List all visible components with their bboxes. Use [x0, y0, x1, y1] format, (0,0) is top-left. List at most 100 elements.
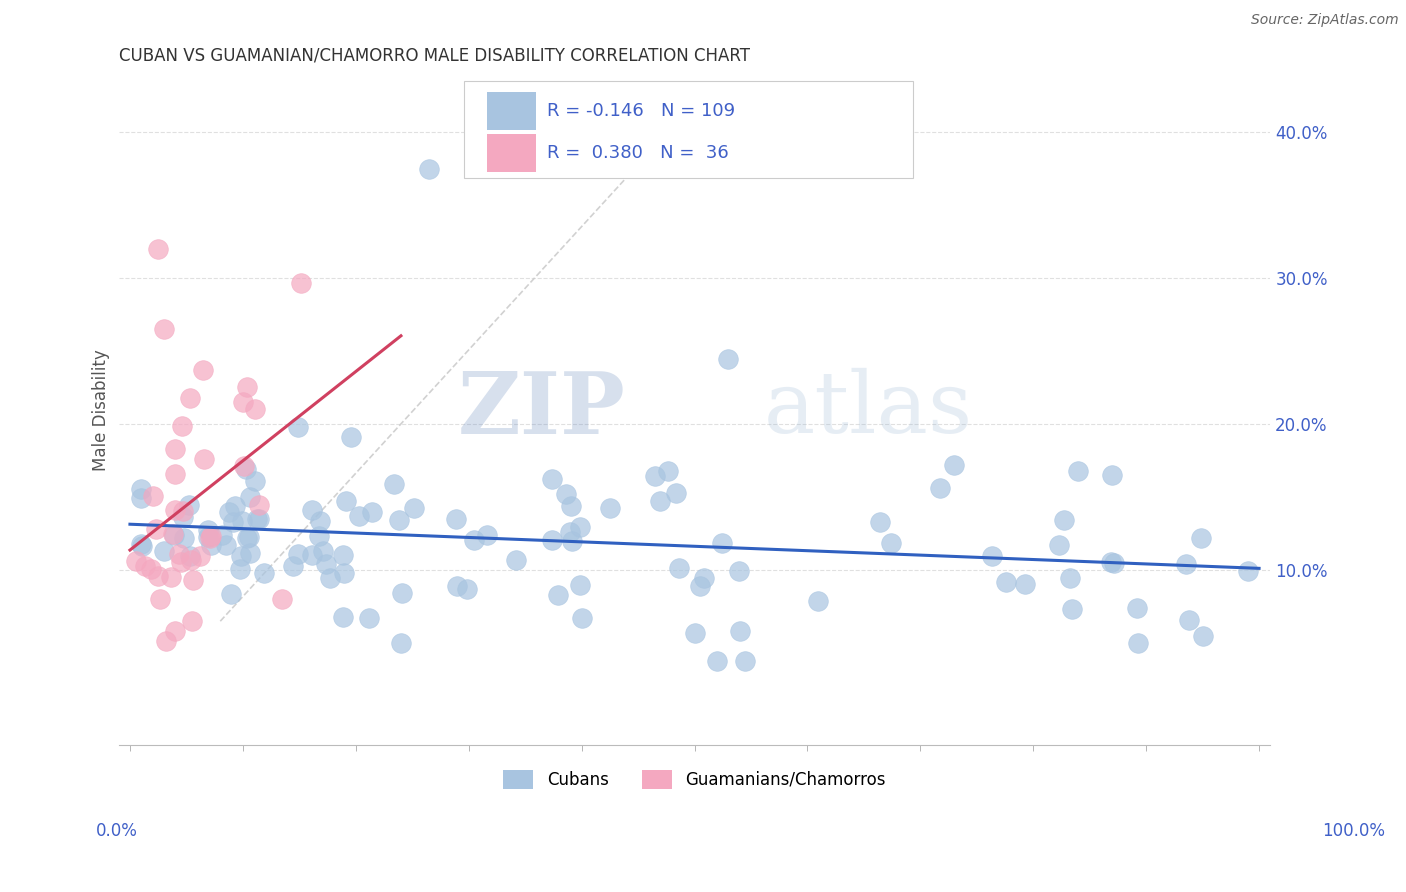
Point — [361, 506, 384, 520]
Point — [169, 555, 191, 569]
Point — [1104, 556, 1126, 570]
Point — [333, 566, 356, 581]
Point — [734, 654, 756, 668]
Point — [219, 587, 242, 601]
Point — [650, 493, 672, 508]
Point — [224, 500, 246, 514]
Point — [172, 510, 194, 524]
Point — [505, 552, 527, 566]
Point — [541, 473, 564, 487]
Point — [558, 525, 581, 540]
Text: ZIP: ZIP — [458, 368, 626, 451]
Point — [155, 633, 177, 648]
Point — [1014, 577, 1036, 591]
Point — [1189, 531, 1212, 545]
Point — [247, 511, 270, 525]
Point — [389, 636, 412, 650]
Point — [540, 533, 562, 547]
Point — [332, 548, 354, 562]
Legend: Cubans, Guamanians/Chamorros: Cubans, Guamanians/Chamorros — [496, 763, 893, 796]
Point — [657, 465, 679, 479]
Point — [146, 569, 169, 583]
Point — [387, 513, 409, 527]
Point — [689, 579, 711, 593]
FancyBboxPatch shape — [464, 81, 914, 178]
Point — [129, 483, 152, 497]
Point — [179, 549, 201, 563]
Point — [1178, 614, 1201, 628]
Point — [319, 571, 342, 585]
Point — [880, 535, 903, 549]
Point — [599, 500, 621, 515]
Point — [308, 514, 330, 528]
Point — [153, 322, 176, 336]
Point — [177, 499, 200, 513]
Point — [287, 547, 309, 561]
FancyBboxPatch shape — [488, 92, 536, 130]
Point — [561, 534, 583, 549]
Text: 100.0%: 100.0% — [1322, 822, 1385, 840]
Point — [308, 529, 330, 543]
Point — [994, 574, 1017, 589]
Point — [1067, 464, 1090, 478]
Point — [665, 486, 688, 500]
Point — [172, 418, 194, 433]
Point — [239, 546, 262, 560]
Point — [253, 566, 276, 580]
Point — [222, 515, 245, 529]
Point — [218, 505, 240, 519]
Point — [246, 512, 269, 526]
Point — [193, 451, 215, 466]
Point — [163, 503, 186, 517]
Point — [869, 516, 891, 530]
Point — [181, 614, 204, 628]
Point — [980, 549, 1002, 564]
Point — [167, 547, 190, 561]
Point — [179, 391, 201, 405]
Point — [446, 579, 468, 593]
Point — [173, 531, 195, 545]
Point — [644, 469, 666, 483]
Point — [943, 458, 966, 472]
Point — [1099, 555, 1122, 569]
Point — [1128, 636, 1150, 650]
Point — [547, 588, 569, 602]
Point — [332, 610, 354, 624]
Point — [463, 533, 485, 547]
Point — [139, 562, 162, 576]
Point — [706, 654, 728, 668]
Point — [247, 498, 270, 512]
Point — [402, 500, 425, 515]
Point — [165, 467, 187, 481]
Point — [145, 522, 167, 536]
Point — [929, 481, 952, 495]
Point — [727, 564, 749, 578]
Point — [555, 486, 578, 500]
Point — [1174, 557, 1197, 571]
Point — [271, 592, 294, 607]
Point — [1047, 538, 1070, 552]
FancyBboxPatch shape — [488, 134, 536, 172]
Point — [391, 586, 413, 600]
Point — [1126, 601, 1149, 615]
Text: Source: ZipAtlas.com: Source: ZipAtlas.com — [1251, 13, 1399, 28]
Point — [172, 504, 194, 518]
Point — [312, 544, 335, 558]
Point — [668, 560, 690, 574]
Point — [180, 553, 202, 567]
Point — [239, 491, 262, 505]
Point — [683, 625, 706, 640]
Point — [134, 559, 156, 574]
Point — [232, 395, 254, 409]
Point — [569, 519, 592, 533]
Text: CUBAN VS GUAMANIAN/CHAMORRO MALE DISABILITY CORRELATION CHART: CUBAN VS GUAMANIAN/CHAMORRO MALE DISABIL… — [118, 46, 749, 64]
Text: R =  0.380   N =  36: R = 0.380 N = 36 — [547, 144, 728, 162]
Point — [418, 161, 440, 176]
Point — [359, 610, 381, 624]
Point — [233, 458, 256, 473]
Point — [444, 511, 467, 525]
Point — [1101, 468, 1123, 483]
Point — [568, 577, 591, 591]
Point — [475, 528, 498, 542]
Point — [215, 538, 238, 552]
